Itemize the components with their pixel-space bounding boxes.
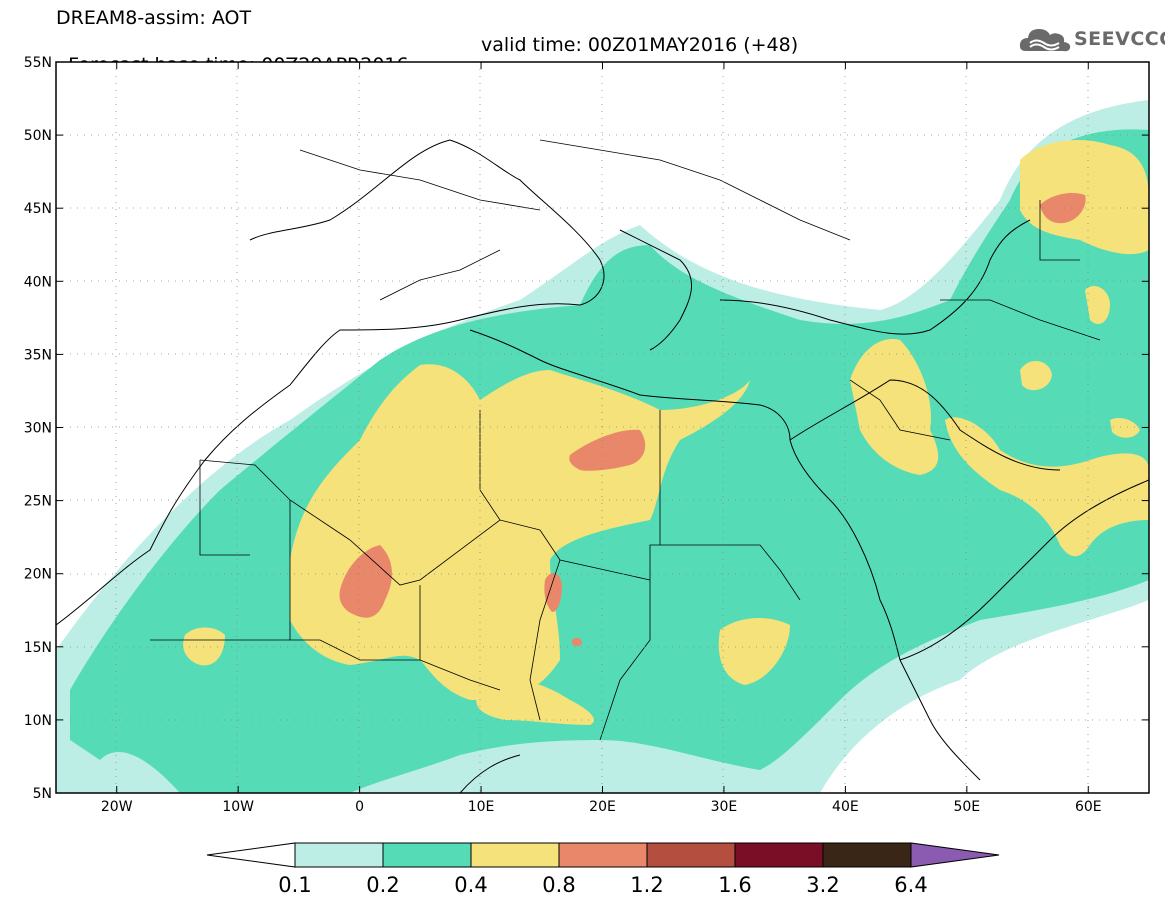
lat-label: 10N (24, 713, 52, 729)
lon-label: 30E (711, 799, 738, 815)
valid-time: valid time: 00Z01MAY2016 (+48) (481, 34, 799, 56)
colorbar-swatch (734, 842, 824, 868)
colorbar-label: 3.2 (806, 873, 839, 897)
grid-lines (56, 62, 1149, 793)
colorbar-label: 0.2 (366, 873, 399, 897)
colorbar-label: 6.4 (894, 873, 927, 897)
lon-label: 50E (953, 799, 980, 815)
seevccc-logo: SEEVCCC (1018, 25, 1165, 55)
lat-label: 50N (24, 128, 52, 144)
colorbar: 0.1 0.2 0.4 0.8 1.2 1.6 3.2 6.4 (206, 842, 1000, 897)
lon-label: 0 (355, 799, 364, 815)
latitude-labels: 55N 50N 45N 40N 35N 30N 25N 20N 15N 10N 5N (24, 55, 1149, 802)
lon-label: 10W (222, 799, 254, 815)
colorbar-label: 0.1 (278, 873, 311, 897)
colorbar-label: 1.2 (630, 873, 663, 897)
longitude-labels: 20W 10W 0 10E 20E 30E 40E 50E 60E (101, 62, 1102, 815)
lat-label: 20N (24, 567, 52, 583)
lat-label: 40N (24, 274, 52, 290)
colorbar-swatch (382, 842, 472, 868)
colorbar-swatch (822, 842, 912, 868)
lon-label: 20W (101, 799, 133, 815)
aot-field (56, 62, 1149, 793)
coastlines (56, 139, 1149, 793)
colorbar-low-arrow (206, 842, 296, 868)
cloud-icon (1019, 29, 1071, 52)
colorbar-swatch (294, 842, 384, 868)
lon-label: 40E (832, 799, 859, 815)
colorbar-label: 0.8 (542, 873, 575, 897)
lat-label: 5N (33, 786, 52, 802)
aot-band-0.4 (183, 140, 1149, 725)
lon-label: 10E (468, 799, 495, 815)
colorbar-label: 1.6 (718, 873, 751, 897)
country-borders (150, 139, 1101, 741)
title-product: DREAM8-assim: AOT (56, 7, 252, 29)
lon-label: 20E (589, 799, 616, 815)
colorbar-high-arrow (910, 842, 1000, 868)
lat-label: 45N (24, 201, 52, 217)
colorbar-label: 0.4 (454, 873, 487, 897)
lat-label: 35N (24, 347, 52, 363)
logo-text: SEEVCCC (1074, 28, 1165, 50)
colorbar-swatch (646, 842, 736, 868)
lat-label: 15N (24, 640, 52, 656)
aot-band-0.8 (339, 193, 1086, 647)
lat-label: 55N (24, 55, 52, 71)
lat-label: 30N (24, 421, 52, 437)
lon-label: 60E (1075, 799, 1102, 815)
lat-label: 25N (24, 494, 52, 510)
colorbar-swatch (470, 842, 560, 868)
colorbar-swatch (558, 842, 648, 868)
